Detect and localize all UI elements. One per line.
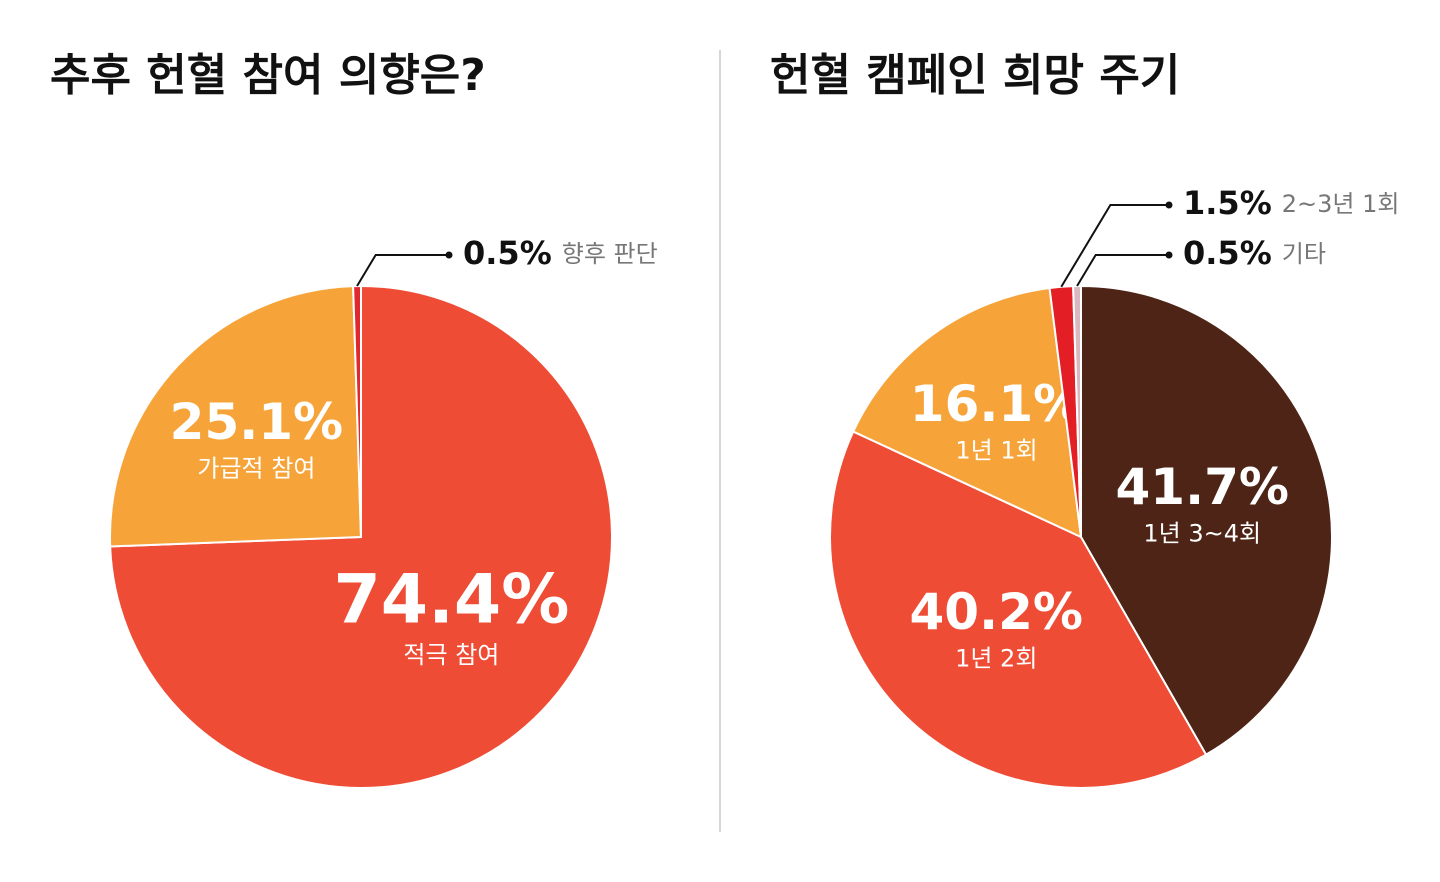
slice-category-label: 적극 참여	[403, 641, 499, 669]
slice-category-label: 1년 3~4회	[1143, 520, 1261, 548]
slice-category-label: 1년 1회	[955, 437, 1037, 465]
callout-label: 0.5% 기타	[1183, 234, 1326, 272]
callout-dot	[1165, 201, 1173, 209]
pie-slice	[851, 286, 1083, 539]
callout-dot	[445, 251, 453, 259]
callout-label: 0.5% 향후 판단	[463, 234, 658, 272]
callout-line	[1076, 254, 1169, 287]
slice-value-label: 40.2%	[910, 583, 1083, 641]
pie-slice	[352, 284, 362, 538]
slice-category-label: 가급적 참여	[197, 454, 315, 482]
slice-category-label: 1년 2회	[955, 645, 1037, 673]
slice-value-label: 16.1%	[910, 375, 1083, 433]
slice-value-label: 41.7%	[1116, 458, 1289, 516]
pie-slice	[1080, 284, 1333, 757]
pie-slice	[109, 285, 363, 548]
callout-category: 기타	[1282, 240, 1326, 268]
callout-label: 1.5% 2~3년 1회	[1183, 184, 1399, 222]
callout-value: 0.5%	[1183, 234, 1272, 272]
callout-category: 향후 판단	[562, 240, 658, 268]
callout-value: 0.5%	[463, 234, 552, 272]
pie-slice	[829, 430, 1208, 789]
callout-dot	[1165, 251, 1173, 259]
callout-line	[356, 254, 449, 287]
chart-title: 헌혈 캠페인 희망 주기	[770, 50, 1180, 101]
slice-value-label: 25.1%	[170, 393, 343, 451]
chart-title: 추후 헌혈 참여 의향은?	[50, 50, 486, 101]
callout-value: 1.5%	[1183, 184, 1272, 222]
slice-value-label: 74.4%	[333, 561, 569, 640]
callout-category: 2~3년 1회	[1282, 190, 1400, 218]
callout-line	[1060, 204, 1169, 288]
